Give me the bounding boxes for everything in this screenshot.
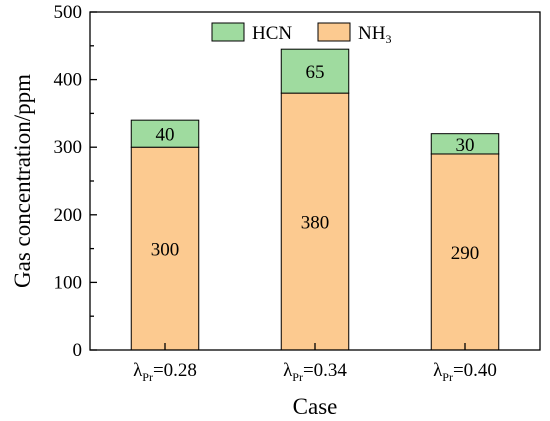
bar-segment [280, 48, 350, 94]
y-tick-label: 300 [54, 137, 83, 158]
bar-value-label: 300 [151, 240, 180, 261]
legend-label: HCN [252, 23, 292, 44]
y-axis: 0 100 200 300 400 500 [54, 2, 97, 361]
legend-swatch [211, 22, 245, 42]
x-tick-label: λPr=0.34 [283, 360, 347, 384]
bar-value-label: 65 [306, 62, 325, 83]
y-axis-title: Gas concentration/ppm [10, 74, 35, 288]
bar-value-label: 290 [451, 243, 480, 264]
bar-labels-group: 300 40 380 65 290 30 [151, 62, 480, 264]
bar-segment [430, 153, 500, 351]
x-tick-label: λPr=0.40 [433, 360, 497, 384]
bar-value-label: 380 [301, 213, 330, 234]
bar-value-label: 40 [156, 125, 175, 146]
y-tick-label: 400 [54, 70, 83, 91]
x-axis-title: Case [293, 394, 338, 419]
legend: HCN NH3 [211, 22, 391, 46]
legend-swatch [317, 22, 351, 42]
bars-group [130, 48, 500, 351]
bar-segment [130, 119, 200, 148]
bar-segment [430, 133, 500, 155]
y-tick-label: 100 [54, 272, 83, 293]
x-tick-label: λPr=0.28 [133, 360, 197, 384]
bar-value-label: 30 [456, 135, 475, 156]
x-axis: λPr=0.28 λPr=0.34 λPr=0.40 [133, 343, 497, 384]
y-tick-label: 500 [54, 2, 83, 23]
legend-label: NH3 [358, 23, 391, 46]
y-tick-label: 200 [54, 205, 83, 226]
y-tick-label: 0 [73, 340, 83, 361]
bar-segment [130, 146, 200, 351]
